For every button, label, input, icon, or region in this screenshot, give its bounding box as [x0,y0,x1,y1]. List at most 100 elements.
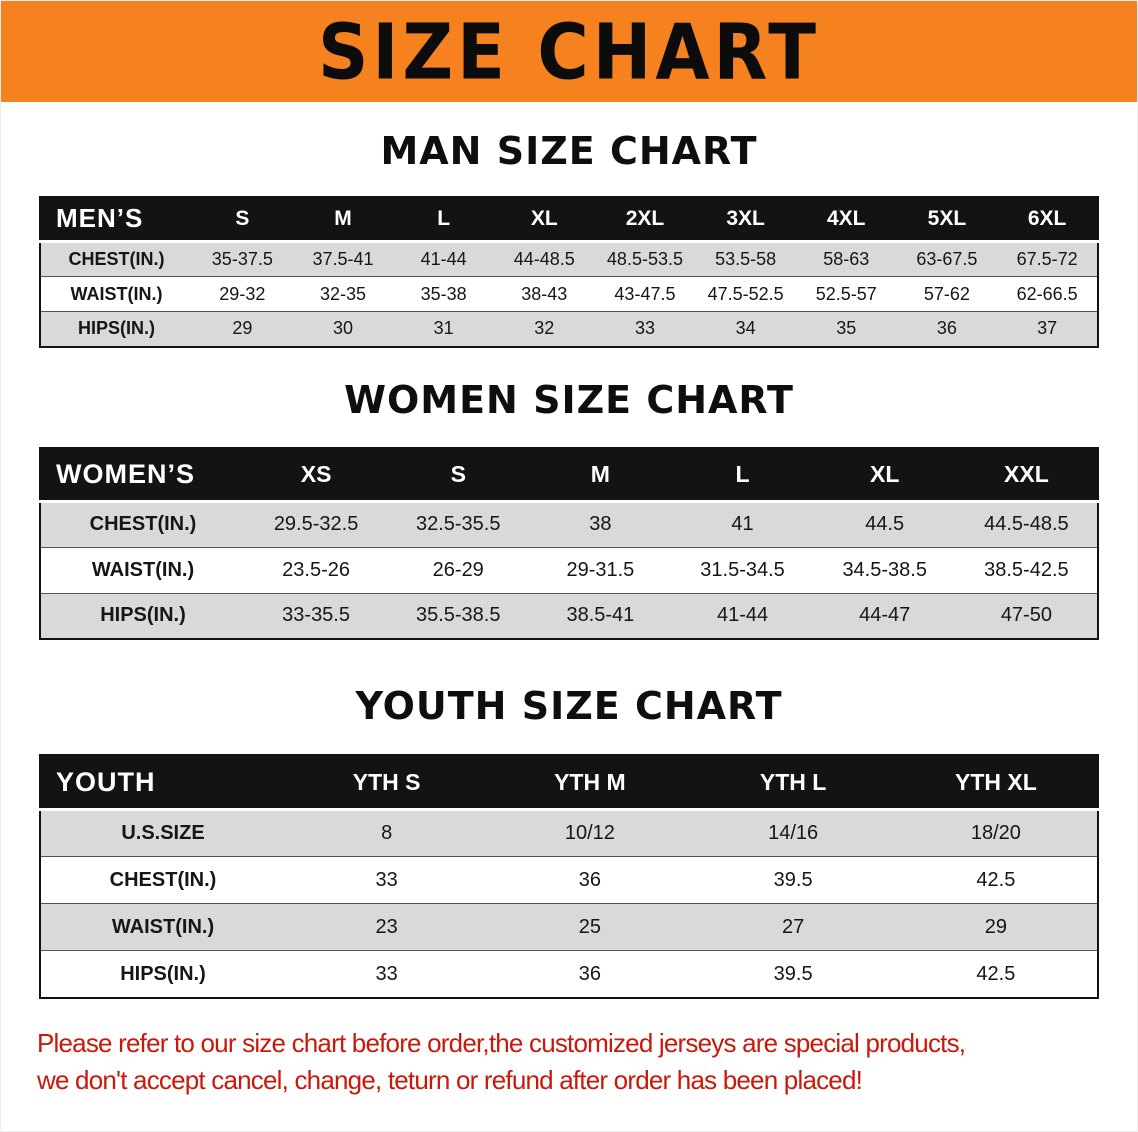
row-label: WAIST(IN.) [111,915,215,938]
size-cell: 36 [936,318,957,339]
size-cell: 38 [589,513,612,536]
men-table-label: MEN’S [40,196,192,244]
size-cell: 43-47.5 [614,283,676,304]
row-label: U.S.SIZE [121,822,205,845]
size-cell: 35.5-38.5 [415,604,501,627]
size-cell: 52.5-57 [815,283,877,304]
row-label: CHEST(IN.) [68,249,165,270]
row-label: CHEST(IN.) [109,868,217,891]
size-column-header: YTH M [488,754,692,812]
size-cell: 41 [731,513,754,536]
size-cell: 23.5-26 [282,558,350,581]
women-section: WOMEN SIZE CHART WOMEN’S XS S M L XL XXL… [1,378,1137,641]
size-column-header: 5XL [896,196,998,244]
row-label: WAIST(IN.) [91,558,195,581]
size-cell: 37.5-41 [312,249,374,270]
size-cell: 29 [232,318,253,339]
size-cell: 41-44 [716,604,769,627]
size-cell: 35 [836,318,857,339]
size-cell: 67.5-72 [1016,249,1078,270]
size-column-header: 2XL [594,196,696,244]
size-column-header: 6XL [997,196,1098,244]
size-column-header: S [387,448,530,503]
size-cell: 39.5 [773,868,813,891]
size-cell: 29 [984,915,1007,938]
row-label: HIPS(IN.) [120,962,206,985]
size-cell: 10/12 [564,822,615,845]
size-cell: 62-66.5 [1016,283,1078,304]
page-title: SIZE CHART [317,6,821,97]
size-cell: 36 [578,868,601,891]
size-cell: 38-43 [521,283,568,304]
women-waist-row: WAIST(IN.) 23.5-26 26-29 29-31.5 31.5-34… [40,547,1098,594]
women-size-table: WOMEN’S XS S M L XL XXL CHEST(IN.) 29.5-… [39,447,1099,641]
size-cell: 44.5 [865,513,905,536]
youth-header-row: YOUTH YTH S YTH M YTH L YTH XL [40,754,1098,812]
footer-note-line1: Please refer to our size chart before or… [37,1027,966,1058]
size-cell: 42.5 [976,962,1016,985]
size-cell: 57-62 [923,283,970,304]
size-column-header: 3XL [695,196,796,244]
size-cell: 33-35.5 [282,604,350,627]
size-column-header: YTH L [691,754,895,812]
size-cell: 29.5-32.5 [273,513,359,536]
size-cell: 32-35 [319,283,366,304]
men-size-table: MEN’S S M L XL 2XL 3XL 4XL 5XL 6XL CHEST… [39,195,1099,348]
size-column-header: XL [813,448,956,503]
size-column-header: L [393,196,494,244]
footer-note-line2: we don't accept cancel, change, teturn o… [37,1064,863,1095]
size-cell: 47.5-52.5 [707,283,784,304]
size-column-header: L [671,448,814,503]
size-cell: 44.5-48.5 [984,513,1069,536]
size-column-header: 4XL [795,196,897,244]
size-cell: 41-44 [420,249,467,270]
size-column-header: XS [245,448,388,503]
size-cell: 44-47 [859,604,911,627]
size-cell: 42.5 [976,868,1016,891]
size-column-header: M [292,196,394,244]
women-header-row: WOMEN’S XS S M L XL XXL [40,448,1098,503]
row-label: HIPS(IN.) [77,318,155,339]
youth-chest-row: CHEST(IN.) 33 36 39.5 42.5 [40,857,1098,904]
size-cell: 8 [381,822,393,845]
size-cell: 32.5-35.5 [415,513,501,536]
footer-note: Please refer to our size chart before or… [37,1025,1113,1099]
row-label: CHEST(IN.) [89,513,197,536]
size-cell: 44-48.5 [513,249,575,270]
size-cell: 30 [332,318,353,339]
size-cell: 31 [433,318,454,339]
men-chest-row: CHEST(IN.) 35-37.5 37.5-41 41-44 44-48.5… [40,241,1098,277]
men-header-row: MEN’S S M L XL 2XL 3XL 4XL 5XL 6XL [40,196,1098,244]
size-cell: 33 [375,962,398,985]
size-cell: 39.5 [773,962,813,985]
youth-ussize-row: U.S.SIZE 8 10/12 14/16 18/20 [40,809,1098,857]
women-hips-row: HIPS(IN.) 33-35.5 35.5-38.5 38.5-41 41-4… [40,593,1098,640]
men-section-heading: MAN SIZE CHART [380,129,758,173]
women-section-heading: WOMEN SIZE CHART [344,377,794,422]
men-hips-row: HIPS(IN.) 29 30 31 32 33 34 35 36 37 [40,311,1098,347]
size-cell: 38.5-41 [566,604,635,627]
size-cell: 53.5-58 [715,249,777,270]
size-cell: 48.5-53.5 [606,249,683,270]
size-column-header: XXL [955,448,1098,503]
size-cell: 35-38 [420,283,467,304]
size-cell: 29-31.5 [566,558,635,581]
size-column-header: YTH S [285,754,489,812]
size-cell: 27 [782,915,805,938]
size-cell: 14/16 [768,822,819,845]
size-column-header: M [529,448,672,503]
size-cell: 31.5-34.5 [700,558,785,581]
size-cell: 29-32 [219,283,266,304]
men-section: MAN SIZE CHART MEN’S S M L XL 2XL 3XL 4X… [1,129,1137,348]
size-cell: 36 [578,962,601,985]
size-cell: 18/20 [970,822,1021,845]
youth-section: YOUTH SIZE CHART YOUTH YTH S YTH M YTH L… [1,684,1137,999]
youth-hips-row: HIPS(IN.) 33 36 39.5 42.5 [40,951,1098,998]
men-waist-row: WAIST(IN.) 29-32 32-35 35-38 38-43 43-47… [40,277,1098,312]
size-column-header: XL [493,196,595,244]
youth-waist-row: WAIST(IN.) 23 25 27 29 [40,903,1098,951]
size-cell: 35-37.5 [211,249,273,270]
size-cell: 37 [1037,318,1058,339]
size-cell: 25 [578,915,601,938]
